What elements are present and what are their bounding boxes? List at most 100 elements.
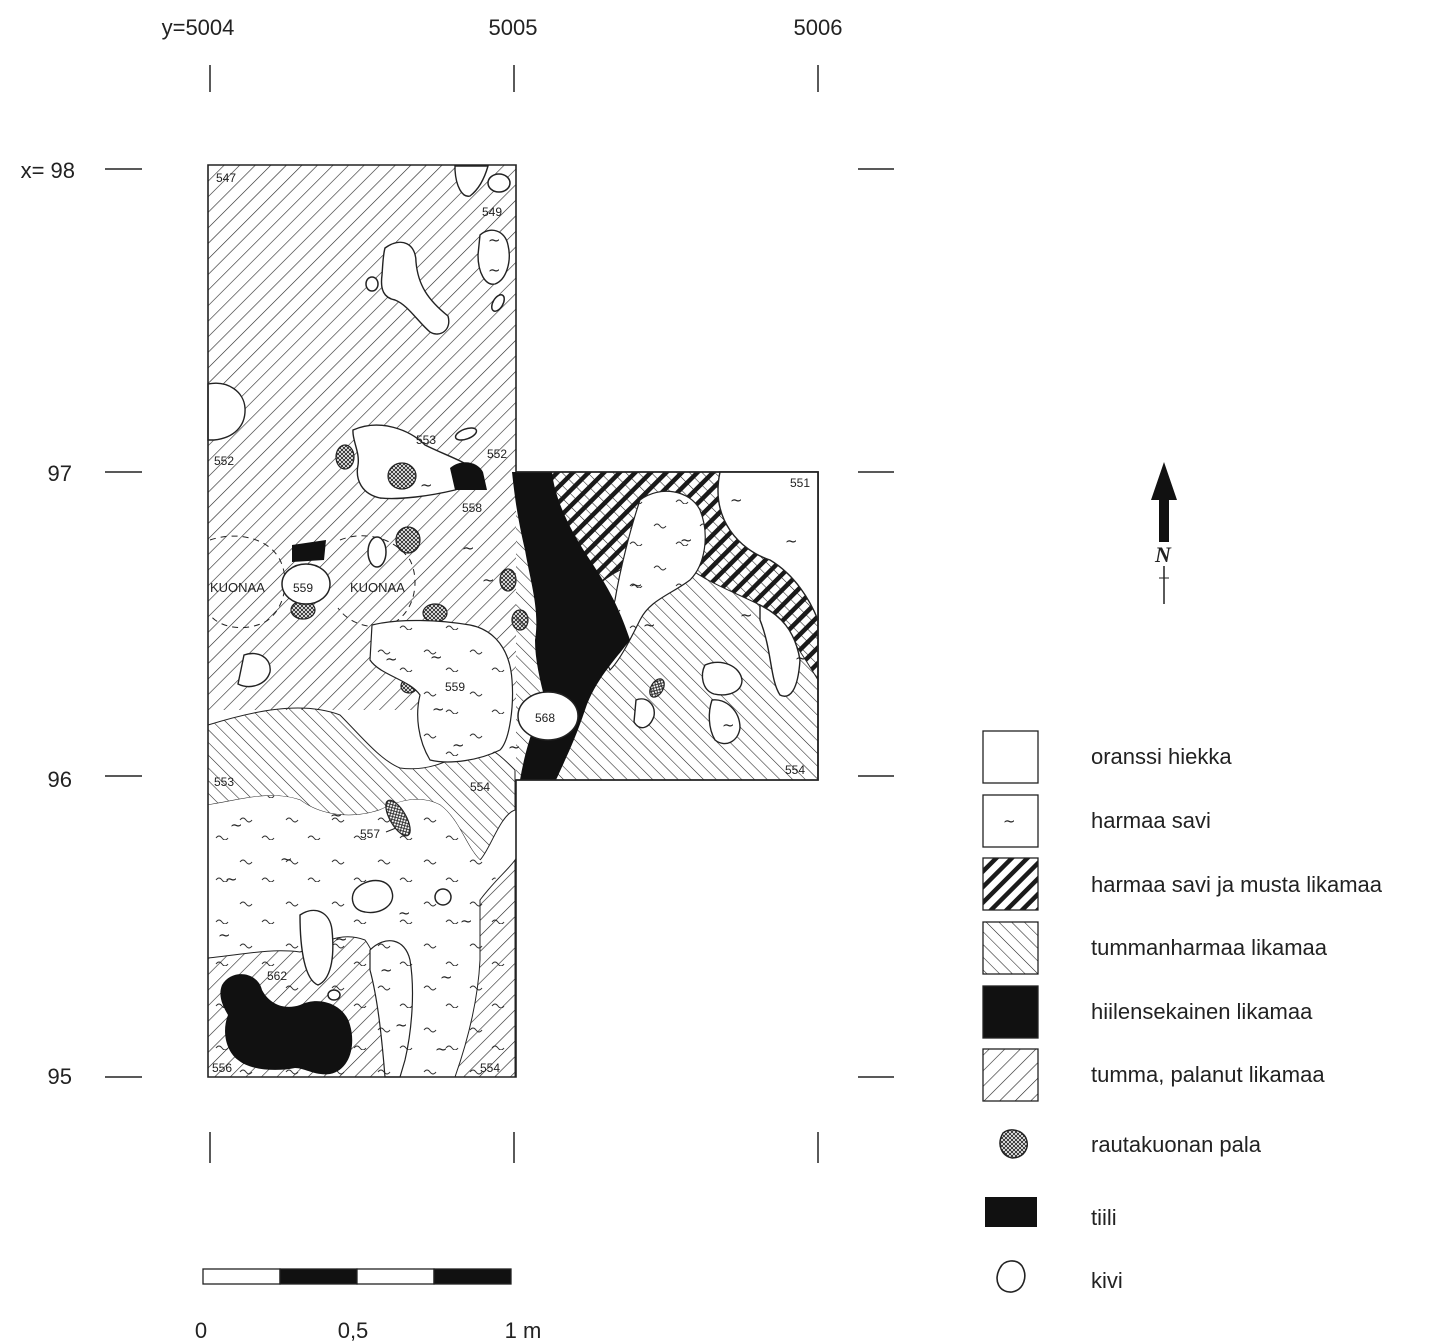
svg-text:~: ~	[730, 491, 743, 509]
svg-text:~: ~	[488, 261, 501, 279]
y-coord-label-5005: 5005	[489, 15, 538, 40]
feature-label-557: 557	[360, 827, 380, 841]
layer-dark-grey-band-west	[207, 707, 516, 861]
feature-label-558: 558	[462, 501, 482, 515]
legend-swatch-rautakuonan-pala	[999, 1129, 1028, 1159]
feature-568-disk	[517, 691, 579, 741]
clay-area-central-559	[369, 619, 514, 763]
svg-text:~: ~	[680, 531, 693, 549]
svg-text:~: ~	[432, 700, 445, 718]
stones	[327, 173, 511, 1001]
scale-label-1m: 1 m	[505, 1318, 542, 1343]
y-coord-label-5006: 5006	[794, 15, 843, 40]
legend-swatch-tiili	[985, 1197, 1037, 1227]
bottom-ticks	[209, 1132, 819, 1163]
charcoal-blob-southwest	[220, 974, 353, 1075]
legend-tilde-mark: ~	[1003, 812, 1016, 830]
svg-text:~: ~	[218, 926, 231, 944]
legend-label-1: harmaa savi	[1091, 808, 1211, 833]
left-ticks	[105, 168, 142, 1078]
svg-text:~: ~	[630, 576, 643, 594]
svg-text:~: ~	[508, 738, 521, 756]
feature-label-551: 551	[790, 476, 810, 490]
kuonaa-label-west: KUONAA	[210, 580, 265, 595]
legend-swatch-tumma-palanut	[982, 1048, 1039, 1102]
sand-patch-east-center	[701, 661, 743, 696]
legend-swatch-harmaa-savi	[982, 794, 1039, 848]
legend-label-8: kivi	[1091, 1268, 1123, 1293]
legend-label-6: rautakuonan pala	[1091, 1132, 1262, 1157]
kuonaa-label-east: KUONAA	[350, 580, 405, 595]
feature-559-disk	[281, 563, 331, 605]
clay-tilde-marks: ~ ~ ~ ~ ~ ~ ~ ~ ~ ~ ~ ~ ~ ~ ~ ~ ~ ~ ~ ~ …	[218, 231, 808, 1058]
x-coord-label-96: 96	[48, 767, 72, 792]
brick-piece-558	[450, 462, 487, 490]
svg-text:~: ~	[795, 649, 808, 667]
svg-text:~: ~	[330, 806, 343, 824]
legend-label-7: tiili	[1091, 1205, 1117, 1230]
svg-text:~: ~	[335, 930, 348, 948]
clay-patch-east-lower	[708, 699, 741, 745]
feature-label-559-disk: 559	[293, 581, 313, 595]
sand-patch-south-1	[351, 879, 394, 914]
svg-text:~: ~	[482, 571, 495, 589]
svg-text:~: ~	[280, 850, 293, 868]
trench-plan: ~ ~ ~ ~ ~ ~ ~ ~ ~ ~ ~ ~ ~ ~ ~ ~ ~ ~ ~ ~ …	[207, 164, 819, 1078]
svg-text:~: ~	[395, 1016, 408, 1034]
clay-patch-south-2	[299, 909, 334, 986]
feature-label-553: 553	[214, 775, 234, 789]
svg-text:~: ~	[435, 1040, 448, 1058]
scale-bar: 0 0,5 1 m	[195, 1268, 542, 1343]
feature-label-547: 547	[216, 171, 236, 185]
clay-patch-north	[477, 229, 510, 285]
sand-patch-northeast	[717, 471, 819, 621]
legend-swatch-hiilensekainen	[982, 985, 1039, 1039]
sand-patch-west	[207, 382, 246, 441]
svg-text:~: ~	[430, 648, 443, 666]
right-ticks	[858, 168, 894, 1078]
legend-label-4: hiilensekainen likamaa	[1091, 999, 1313, 1024]
feature-label-553-north: 553	[416, 433, 436, 447]
clay-tongue-south	[369, 940, 414, 1078]
x-coord-label-95: 95	[48, 1064, 72, 1089]
legend: oranssi hiekka ~ harmaa savi harmaa savi…	[982, 730, 1383, 1293]
legend-swatch-harmaa-savi-musta	[982, 857, 1039, 911]
feature-label-554-south: 554	[480, 1061, 500, 1075]
legend-label-5: tumma, palanut likamaa	[1091, 1062, 1325, 1087]
legend-swatch-oranssi-hiekka	[982, 730, 1039, 784]
svg-text:~: ~	[398, 904, 411, 922]
pointer-557	[385, 827, 397, 833]
feature-label-562: 562	[267, 969, 287, 983]
feature-label-549: 549	[482, 205, 502, 219]
legend-label-0: oranssi hiekka	[1091, 744, 1232, 769]
scale-label-0: 0	[195, 1318, 207, 1343]
feature-label-556: 556	[212, 1061, 232, 1075]
feature-label-552-east: 552	[487, 447, 507, 461]
clay-tongue-east	[604, 490, 706, 672]
legend-swatch-tummanharmaa	[982, 921, 1039, 975]
svg-text:~: ~	[225, 870, 238, 888]
north-label: N	[1154, 542, 1172, 567]
x-coord-label-97: 97	[48, 461, 72, 486]
svg-text:~: ~	[785, 532, 798, 550]
svg-text:~: ~	[385, 650, 398, 668]
svg-text:~: ~	[420, 476, 433, 494]
scale-label-0-5: 0,5	[338, 1318, 369, 1343]
legend-swatch-kivi	[996, 1260, 1026, 1293]
north-arrow: N	[1151, 462, 1177, 604]
feature-label-568: 568	[535, 711, 555, 725]
svg-text:~: ~	[740, 606, 753, 624]
feature-label-554-center: 554	[470, 780, 490, 794]
sand-patch-north-2	[454, 165, 489, 197]
clay-patch-northeast-right	[759, 603, 801, 697]
brick-piece-559	[292, 540, 326, 562]
svg-text:~: ~	[380, 961, 393, 979]
svg-text:~: ~	[230, 816, 243, 834]
legend-label-2: harmaa savi ja musta likamaa	[1091, 872, 1383, 897]
svg-text:~: ~	[452, 736, 465, 754]
charcoal-band-east	[512, 472, 630, 780]
feature-label-552-west: 552	[214, 454, 234, 468]
svg-text:~: ~	[488, 231, 501, 249]
svg-text:~: ~	[722, 716, 735, 734]
